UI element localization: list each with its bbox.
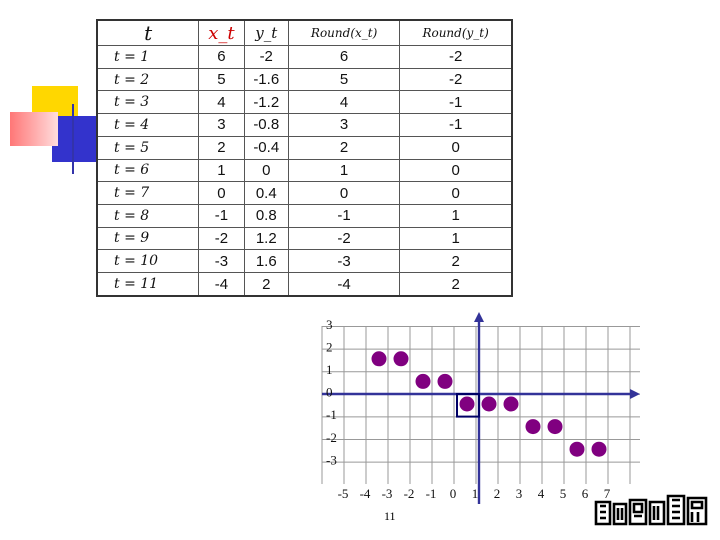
data-point [525, 419, 541, 435]
y-tick-label: 1 [326, 362, 333, 377]
data-point [569, 441, 585, 457]
table-cell: -4 [287, 272, 401, 297]
x-tick-label: -1 [426, 486, 437, 501]
x-tick-label: 7 [604, 486, 611, 501]
row-label: t = 2 [96, 67, 200, 92]
data-point [459, 396, 475, 412]
x-tick-label: 5 [560, 486, 567, 501]
table-row: t = 7 0 0.4 0 0 [96, 181, 513, 205]
table-cell: 0.8 [243, 203, 289, 228]
header-yt: y_t [243, 19, 289, 46]
decorative-line [72, 104, 74, 174]
row-label: t = 11 [96, 272, 200, 297]
table-cell: 2 [399, 272, 513, 297]
table-row: t = 3 4 -1.2 4 -1 [96, 90, 513, 115]
x-tick-label: 3 [516, 486, 523, 501]
x-tick-label: 0 [450, 486, 457, 501]
data-point [437, 373, 453, 389]
decorative-square-blue [52, 116, 98, 162]
data-point [591, 441, 607, 457]
y-tick-label: 3 [326, 317, 333, 332]
data-point [415, 373, 431, 389]
row-label: t = 8 [96, 203, 200, 228]
table-cell: 2 [243, 272, 289, 297]
logo-image [594, 494, 708, 526]
table-header-row: t x_t y_t Round(x_t) Round(y_t) [96, 19, 513, 46]
table-row: t = 11 -4 2 -4 2 [96, 272, 513, 297]
y-tick-label: 0 [326, 385, 333, 400]
table-row: t = 5 2 -0.4 2 0 [96, 135, 513, 160]
table-cell: -0.8 [243, 113, 289, 137]
table-cell: 1.2 [243, 226, 289, 251]
table-row: t = 1 6 -2 6 -2 [96, 45, 513, 69]
table-row: t = 4 3 -0.8 3 -1 [96, 113, 513, 137]
x-tick-label: -3 [382, 486, 393, 501]
row-label: t = 3 [96, 90, 200, 115]
data-point [503, 396, 519, 412]
table-cell: -1.2 [243, 90, 289, 115]
header-round-y: Round(y_t) [399, 19, 513, 46]
origin-pixel-marker [456, 393, 480, 418]
data-point [547, 419, 563, 435]
x-tick-label: -5 [338, 486, 349, 501]
table-row: t = 9 -2 1.2 -2 1 [96, 226, 513, 251]
table-cell: 1.6 [243, 249, 289, 274]
table-cell: -1.6 [243, 67, 289, 92]
data-point [371, 351, 387, 367]
x-tick-label: -4 [360, 486, 371, 501]
x-tick-label: 2 [494, 486, 501, 501]
x-tick-label: 1 [472, 486, 479, 501]
header-xt: x_t [198, 19, 245, 46]
y-tick-label: -1 [326, 407, 337, 422]
x-tick-label: 6 [582, 486, 589, 501]
y-tick-label: -2 [326, 430, 337, 445]
x-tick-label: 4 [538, 486, 545, 501]
rounding-table: t x_t y_t Round(x_t) Round(y_t) t = 1 6 -2… [96, 19, 513, 297]
y-axis-arrow [474, 312, 484, 322]
x-tick-label: -2 [404, 486, 415, 501]
data-point [393, 351, 409, 367]
data-point [481, 396, 497, 412]
header-round-x: Round(x_t) [287, 19, 401, 46]
page-number: 11 [384, 509, 396, 523]
y-tick-label: -3 [326, 452, 337, 467]
table-row: t = 8 -1 0.8 -1 1 [96, 203, 513, 228]
y-tick-label: 2 [326, 339, 333, 354]
decorative-bar-red [10, 112, 58, 146]
x-axis-arrow [630, 389, 640, 399]
